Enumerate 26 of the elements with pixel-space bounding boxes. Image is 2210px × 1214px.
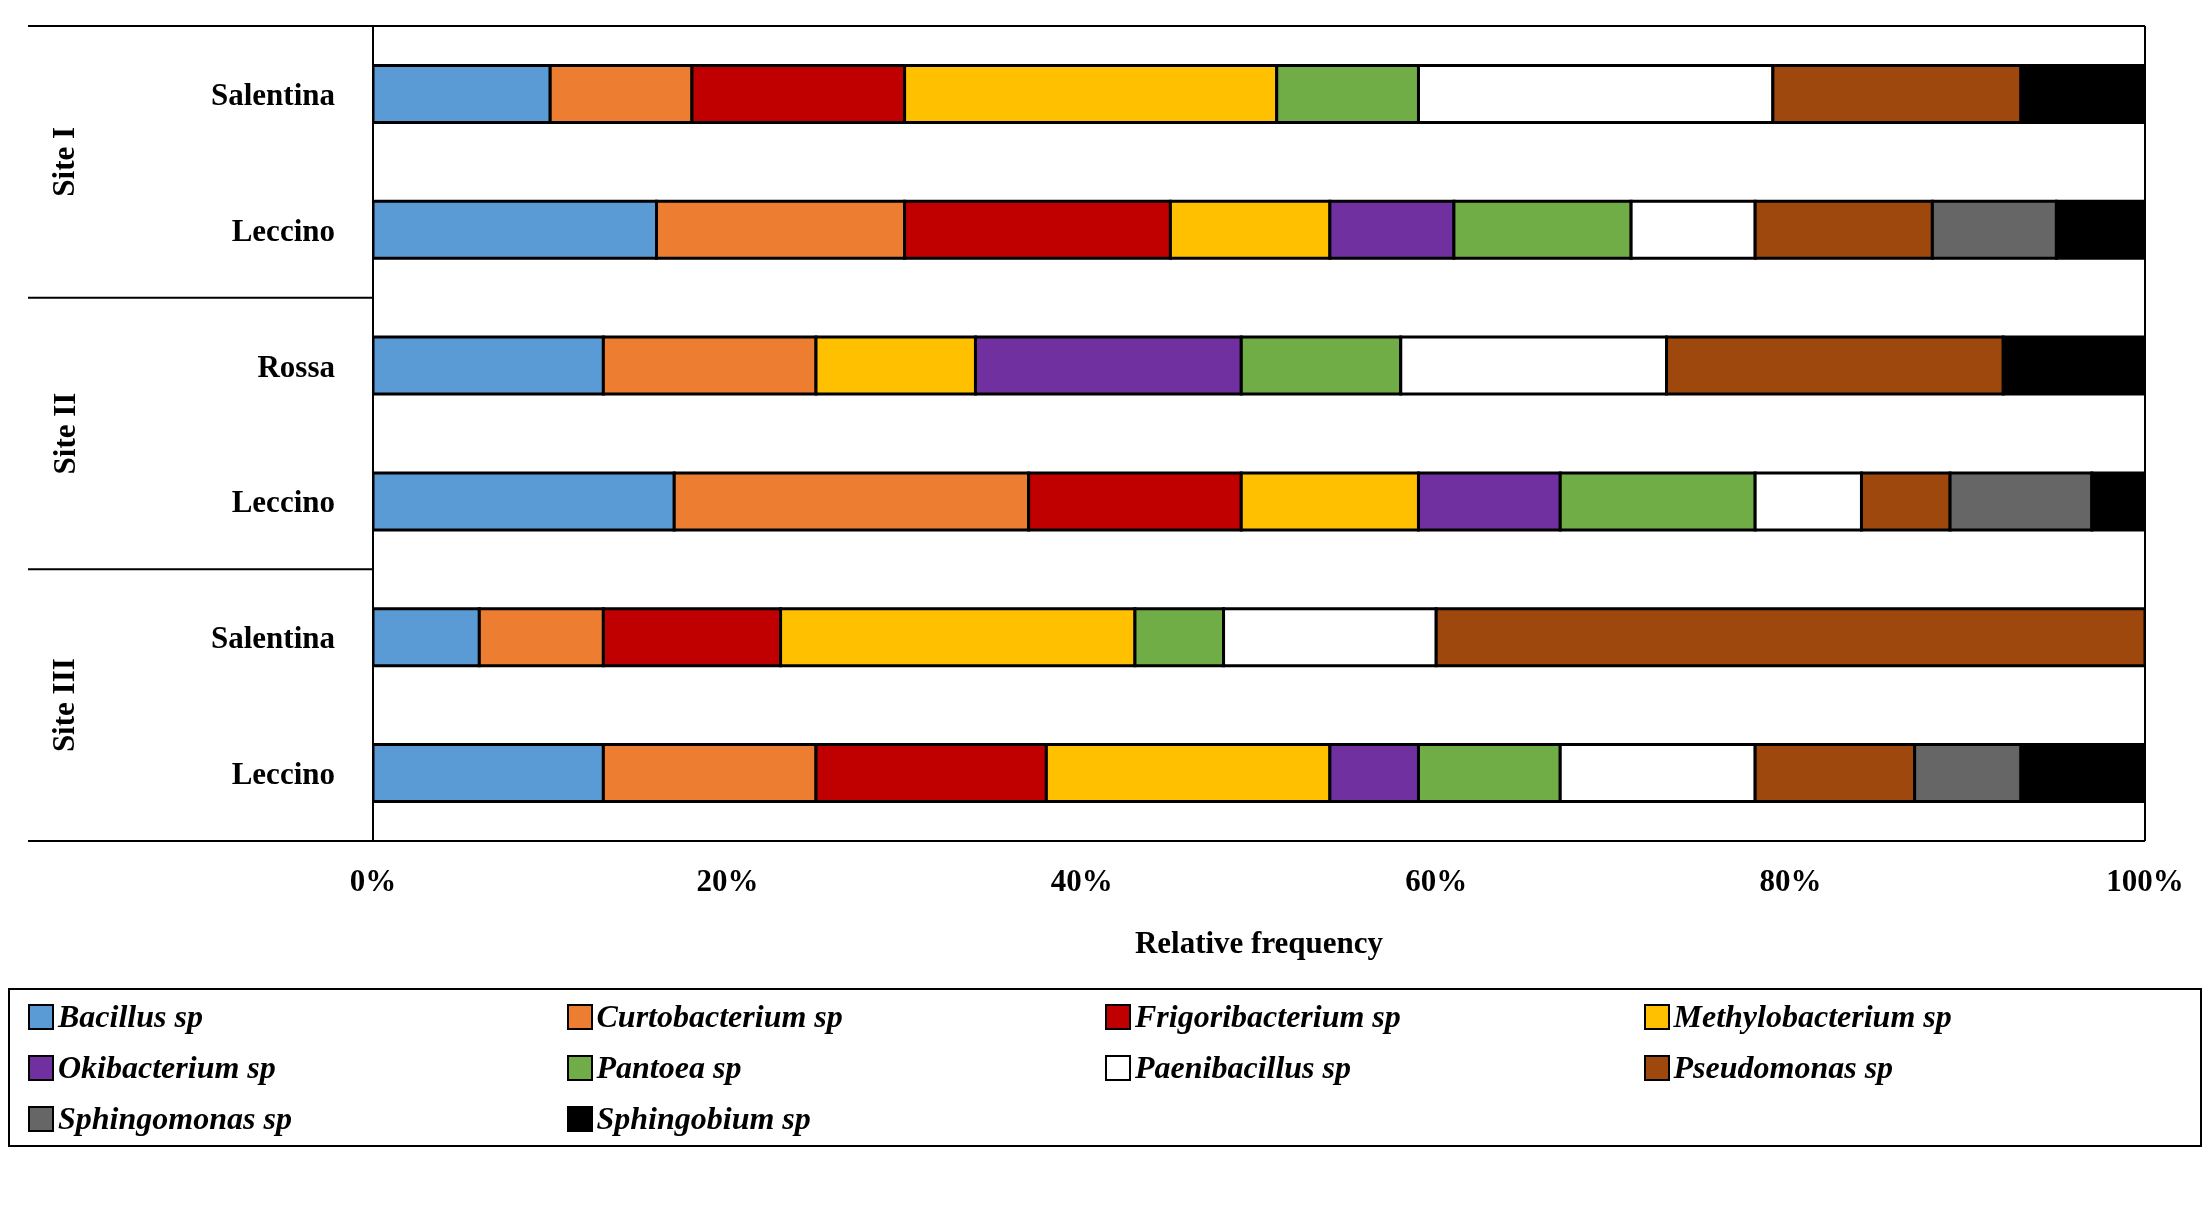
x-tick-label: 20%: [696, 863, 759, 899]
legend-label: Okibacterium sp: [58, 1049, 276, 1086]
y-tick-label: Salentina: [210, 620, 336, 656]
legend-label: Paenibacillus sp: [1135, 1049, 1352, 1086]
legend-label: Methylobacterium sp: [1673, 998, 1952, 1035]
text: Site II: [46, 392, 82, 475]
x-tick-label: 0%: [349, 863, 397, 899]
x-tick-label: 80%: [1759, 863, 1822, 899]
x-tick-label: 60%: [1405, 863, 1468, 899]
legend-label: Sphingobium sp: [596, 1100, 811, 1137]
y-tick-label: Leccino: [231, 212, 335, 248]
y-tick-label: Leccino: [231, 756, 335, 792]
legend-label: Bacillus sp: [58, 998, 203, 1035]
x-axis-title: Relative frequency: [1134, 925, 1384, 960]
x-tick-label: 100%: [2106, 863, 2184, 899]
y-tick-label: Rossa: [257, 348, 336, 384]
legend-label: Pseudomonas sp: [1673, 1049, 1894, 1086]
x-tick-label: 40%: [1050, 863, 1113, 899]
legend-label: Sphingomonas sp: [58, 1100, 292, 1137]
y-tick-label: Leccino: [231, 484, 335, 520]
legend-label: Curtobacterium sp: [596, 998, 843, 1035]
text: Site I: [46, 126, 82, 197]
text: Site III: [46, 658, 82, 753]
legend-label: Frigoribacterium sp: [1135, 998, 1401, 1035]
y-tick-label: Salentina: [210, 76, 336, 112]
legend-label: Pantoea sp: [596, 1049, 742, 1086]
